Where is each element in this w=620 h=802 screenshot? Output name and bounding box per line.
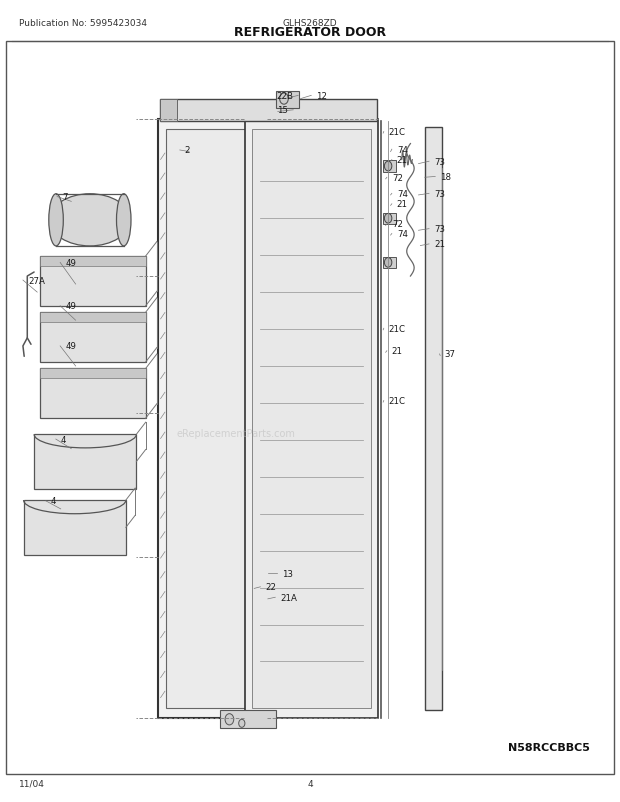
Ellipse shape (117, 194, 131, 246)
Bar (40, 369, 146, 419)
Text: 11/04: 11/04 (19, 779, 45, 788)
Text: 27A: 27A (28, 276, 45, 286)
Text: eReplacementParts.com: eReplacementParts.com (176, 428, 295, 438)
Text: 21C: 21C (389, 324, 405, 334)
Bar (34, 435, 136, 489)
Bar (425, 128, 442, 710)
Bar (252, 130, 371, 708)
Text: 18: 18 (440, 172, 451, 182)
Text: 21: 21 (397, 156, 408, 165)
Text: 4: 4 (61, 435, 66, 444)
Text: 37: 37 (445, 350, 456, 359)
Bar (383, 161, 396, 172)
Text: 72: 72 (392, 220, 403, 229)
Bar (276, 91, 299, 109)
Bar (40, 257, 146, 266)
Bar (24, 500, 126, 555)
Text: 4: 4 (307, 779, 313, 788)
Bar (383, 257, 396, 269)
Text: 7: 7 (62, 192, 68, 202)
Text: 73: 73 (434, 157, 445, 167)
Text: 21C: 21C (389, 128, 405, 137)
Bar (40, 313, 146, 322)
Text: 15: 15 (277, 106, 288, 115)
Bar (160, 99, 177, 122)
Bar (160, 99, 377, 122)
Text: 4: 4 (51, 496, 56, 506)
Text: 49: 49 (65, 342, 76, 351)
Text: 49: 49 (65, 302, 76, 311)
Text: 22: 22 (265, 582, 277, 592)
Bar (40, 369, 146, 379)
Text: 72: 72 (392, 173, 403, 183)
Text: 73: 73 (434, 189, 445, 199)
Text: 21C: 21C (389, 396, 405, 406)
Bar (166, 130, 259, 708)
Text: 21A: 21A (280, 593, 297, 602)
Text: 21: 21 (434, 240, 445, 249)
Bar (383, 213, 396, 225)
Circle shape (384, 258, 392, 268)
Circle shape (225, 714, 234, 725)
Text: 74: 74 (397, 189, 408, 199)
Text: 74: 74 (397, 229, 408, 239)
Circle shape (384, 162, 392, 172)
Text: Publication No: 5995423034: Publication No: 5995423034 (19, 18, 146, 27)
Circle shape (384, 214, 392, 224)
Text: GLHS268ZD: GLHS268ZD (283, 18, 337, 27)
Text: 74: 74 (397, 145, 408, 155)
Bar (245, 120, 378, 718)
Bar (220, 711, 276, 728)
Bar (158, 120, 267, 718)
Ellipse shape (49, 194, 63, 246)
Ellipse shape (50, 194, 130, 246)
Text: REFRIGERATOR DOOR: REFRIGERATOR DOOR (234, 26, 386, 39)
Circle shape (280, 94, 288, 105)
Text: 73: 73 (434, 225, 445, 234)
Bar (40, 313, 146, 363)
Text: 21: 21 (392, 346, 403, 356)
Text: 13: 13 (282, 569, 293, 578)
Text: 2: 2 (185, 146, 190, 156)
Text: N58RCCBBC5: N58RCCBBC5 (508, 742, 590, 751)
Bar (40, 257, 146, 306)
Text: 12: 12 (316, 91, 327, 101)
Text: 21: 21 (397, 200, 408, 209)
Text: 22B: 22B (277, 91, 293, 101)
Text: 49: 49 (65, 258, 76, 268)
Circle shape (239, 719, 245, 727)
